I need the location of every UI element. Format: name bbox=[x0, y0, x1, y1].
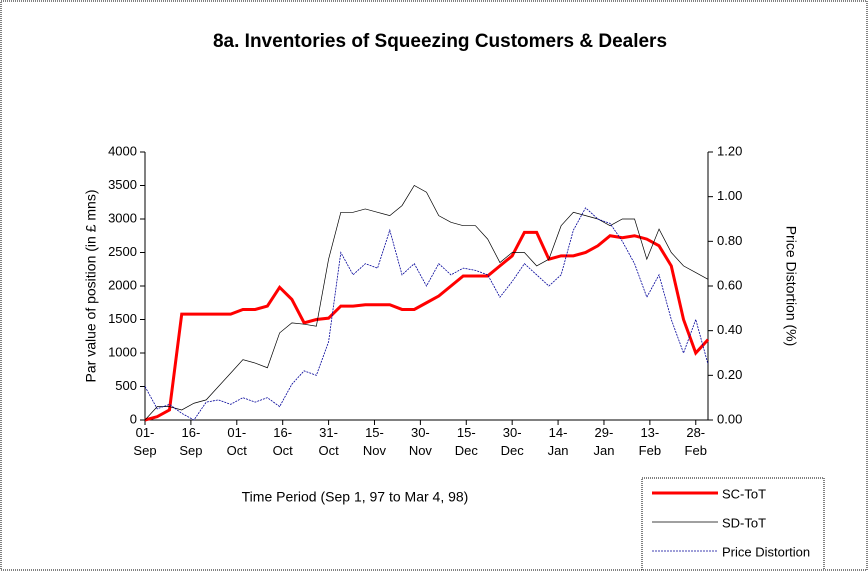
x-tick-label: 30- Dec bbox=[500, 425, 524, 458]
y2-tick-label: 0.20 bbox=[717, 367, 742, 382]
y2-tick-label: 0.80 bbox=[717, 233, 742, 248]
y-tick-label: 3000 bbox=[108, 210, 137, 225]
y-tick-label: 0 bbox=[130, 411, 137, 426]
y2-tick-label: 0.60 bbox=[717, 277, 742, 292]
chart-title: 8a. Inventories of Squeezing Customers &… bbox=[213, 31, 667, 52]
y2-tick-label: 0.40 bbox=[717, 322, 742, 337]
x-tick-label: 16- Sep bbox=[179, 425, 203, 458]
x-tick-label: 30- Nov bbox=[408, 425, 432, 458]
x-axis-label: Time Period (Sep 1, 97 to Mar 4, 98) bbox=[242, 489, 469, 505]
legend-label: SD-ToT bbox=[722, 515, 766, 530]
series-line bbox=[144, 207, 709, 421]
x-tick-label: 15- Nov bbox=[362, 425, 387, 458]
x-tick-label: 01- Sep bbox=[133, 425, 157, 458]
x-tick-label: 28- Feb bbox=[684, 425, 707, 458]
y2-tick-label: 1.20 bbox=[717, 143, 742, 158]
x-tick-label: 31- Oct bbox=[318, 425, 339, 458]
series-line bbox=[144, 185, 709, 421]
y-tick-label: 3500 bbox=[108, 177, 137, 192]
x-tick-label: 13- Feb bbox=[638, 425, 662, 458]
series-line bbox=[144, 230, 710, 422]
y-tick-label: 1500 bbox=[108, 311, 137, 326]
x-tick-label: 15- Dec bbox=[454, 425, 478, 458]
legend-label: SC-ToT bbox=[722, 486, 766, 501]
legend-label: Price Distortion bbox=[722, 544, 810, 559]
x-tick-label: 14- Jan bbox=[547, 425, 569, 458]
y-tick-label: 4000 bbox=[108, 143, 137, 158]
y2-tick-label: 1.00 bbox=[717, 188, 742, 203]
y2-axis-label: Price Distortion (%) bbox=[783, 226, 799, 347]
x-tick-label: 01- Oct bbox=[226, 425, 247, 458]
y-tick-label: 2500 bbox=[108, 244, 137, 259]
x-tick-label: 16- Oct bbox=[272, 425, 293, 458]
y2-tick-label: 0.00 bbox=[717, 411, 742, 426]
x-tick-label: 29- Jan bbox=[593, 425, 615, 458]
y-axis-label: Par value of position (in £ mns) bbox=[83, 190, 99, 383]
y-tick-label: 2000 bbox=[108, 277, 137, 292]
y-tick-label: 500 bbox=[115, 378, 137, 393]
y-tick-label: 1000 bbox=[108, 344, 137, 359]
